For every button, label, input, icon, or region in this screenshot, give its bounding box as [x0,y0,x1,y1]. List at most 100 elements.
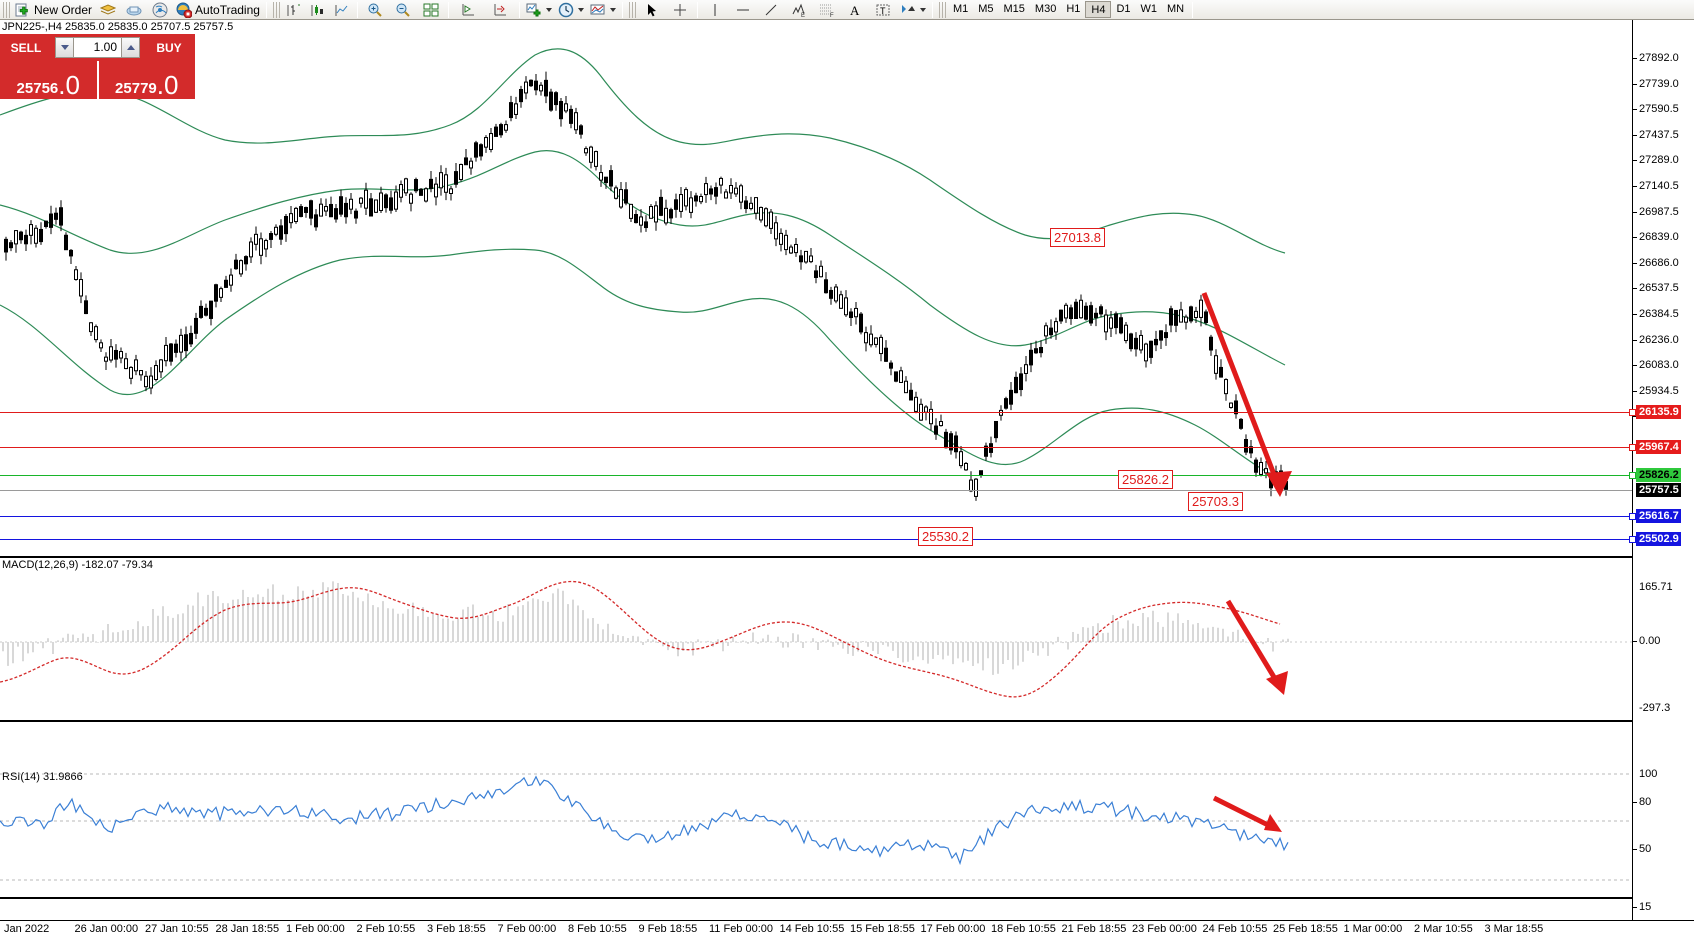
timeframe-m5[interactable]: M5 [978,3,994,15]
time-axis-label: 27 Jan 10:55 [145,923,209,935]
network-icon[interactable] [152,2,168,18]
candle-chart-icon[interactable] [310,2,326,18]
timeframe-h4[interactable]: H4 [1085,1,1112,18]
period-button[interactable] [555,1,587,19]
annotation-25530-2[interactable]: 25530.2 [918,527,973,546]
shift-end-icon[interactable] [492,2,508,18]
tile-windows-icon[interactable] [423,2,439,18]
sell-button[interactable]: SELL [0,34,52,61]
rsi-axis-tick-80 [1632,802,1637,803]
timeframe-w1[interactable]: W1 [1140,3,1158,15]
zoom-in-icon[interactable] [367,2,383,18]
line-handle[interactable] [1629,409,1636,416]
buy-button[interactable]: BUY [143,34,195,61]
templates-caret-icon[interactable] [609,7,616,12]
text-icon[interactable]: A [847,2,863,18]
price-tag-25616-7[interactable]: 25616.7 [1636,509,1681,523]
macd-title: MACD(12,26,9) -182.07 -79.34 [2,559,154,571]
price-axis-tick [1632,262,1637,264]
time-axis-label: 3 Mar 18:55 [1484,923,1544,935]
crosshair-icon[interactable] [672,2,688,18]
volume-decrement-button[interactable] [55,37,74,58]
toolbar-grip-2[interactable] [272,1,280,18]
price-tag-25757-5[interactable]: 25757.5 [1636,483,1681,497]
time-axis-label: 3 Feb 18:55 [427,923,486,935]
resistance-line-25967[interactable] [0,444,1636,451]
trendline-icon[interactable] [763,2,779,18]
toolbar-grip-3[interactable] [628,1,636,18]
shift-start-icon[interactable] [460,2,476,18]
svg-text:E: E [801,13,805,18]
timeframe-d1[interactable]: D1 [1116,3,1131,15]
price-axis-tick [1632,160,1637,162]
sell-price[interactable]: 25756.0 [0,61,97,99]
price-axis-tick [1632,416,1637,418]
timeframe-m1[interactable]: M1 [952,3,969,15]
price-tag-25826-2[interactable]: 25826.2 [1636,468,1681,482]
toolbar-grip[interactable] [3,1,10,18]
new-order-button[interactable]: New Order [12,1,95,19]
annotation-27013-8[interactable]: 27013.8 [1050,228,1105,247]
price-axis-tick [1632,314,1637,315]
time-axis[interactable]: Jan 2022 26 Jan 00:00 27 Jan 10:55 28 Jan 1… [0,920,1694,939]
cursor-icon[interactable] [644,2,660,18]
support-line-25616[interactable] [0,513,1636,520]
shapes-caret-icon[interactable] [919,7,926,12]
vertical-line-icon[interactable] [707,2,723,18]
buy-price[interactable]: 25779.0 [99,61,196,99]
add-indicator-caret-icon[interactable] [545,7,552,12]
timeframe-m30[interactable]: M30 [1034,3,1057,15]
time-axis-label: 18 Feb 10:55 [991,923,1056,935]
chart-area[interactable]: JPN225-,H4 25835.0 25835.0 25707.5 25757… [0,20,1694,939]
rsi-down-arrow-icon[interactable] [1208,790,1298,850]
timeframe-mn[interactable]: MN [1167,3,1185,15]
fibonacci-icon[interactable]: F [819,2,835,18]
zoom-out-icon[interactable] [395,2,411,18]
horizontal-line-icon[interactable] [735,2,751,18]
elliott-wave-icon[interactable]: E [791,2,807,18]
price-axis-label: 27892.0 [1639,52,1679,64]
timeframe-m15[interactable]: M15 [1003,3,1025,15]
toolbar-separator-7 [931,1,933,18]
time-axis-label: 28 Jan 18:55 [215,923,280,935]
one-click-trading-panel[interactable]: SELL 1.00 BUY 25756.0 25779.0 [0,34,195,113]
line-handle[interactable] [1629,536,1636,543]
down-trend-arrow-icon[interactable] [1192,285,1312,525]
timeframe-h1[interactable]: H1 [1066,3,1081,15]
volume-stepper[interactable]: 1.00 [52,34,143,61]
support-line-25826[interactable] [0,472,1636,479]
label-icon[interactable]: T [875,2,891,18]
annotation-25703-3[interactable]: 25703.3 [1188,492,1243,511]
timeframe-group[interactable]: M1 M5 M15 M30 H1 H4 D1 W1 MN [948,1,1189,18]
price-tag-25502-9[interactable]: 25502.9 [1636,532,1681,546]
volume-increment-button[interactable] [121,37,140,58]
shapes-button[interactable] [897,1,929,19]
templates-button[interactable] [587,1,619,19]
period-caret-icon[interactable] [577,7,584,12]
line-handle[interactable] [1629,444,1636,451]
toolbar-separator [265,1,267,18]
line-chart-icon[interactable] [334,2,350,18]
trade-panel-price-row[interactable]: 25756.0 25779.0 [0,61,195,99]
main-toolbar[interactable]: New Order AutoTrading [0,0,1694,20]
toolbar-grip-4[interactable] [938,1,946,18]
line-handle[interactable] [1629,472,1636,479]
price-tag-25967-4[interactable]: 25967.4 [1636,440,1681,454]
autotrading-icon [176,2,193,18]
macd-down-arrow-icon[interactable] [1218,595,1328,725]
time-axis-label: 15 Feb 18:55 [850,923,915,935]
annotation-25826-2[interactable]: 25826.2 [1118,470,1173,489]
data-window-icon[interactable] [126,2,142,18]
add-indicator-button[interactable] [523,1,555,19]
bar-chart-icon[interactable] [286,2,302,18]
volume-input[interactable]: 1.00 [74,37,121,58]
support-line-25502[interactable] [0,536,1636,543]
line-handle[interactable] [1629,513,1636,520]
autotrading-button[interactable]: AutoTrading [173,1,263,19]
svg-text:T: T [880,6,886,16]
book-icon[interactable] [100,2,117,18]
macd-axis-tick-zero [1632,641,1637,642]
resistance-line-26135[interactable] [0,409,1636,416]
trade-panel-top-row[interactable]: SELL 1.00 BUY [0,34,195,61]
price-tag-26135-9[interactable]: 26135.9 [1636,405,1681,419]
